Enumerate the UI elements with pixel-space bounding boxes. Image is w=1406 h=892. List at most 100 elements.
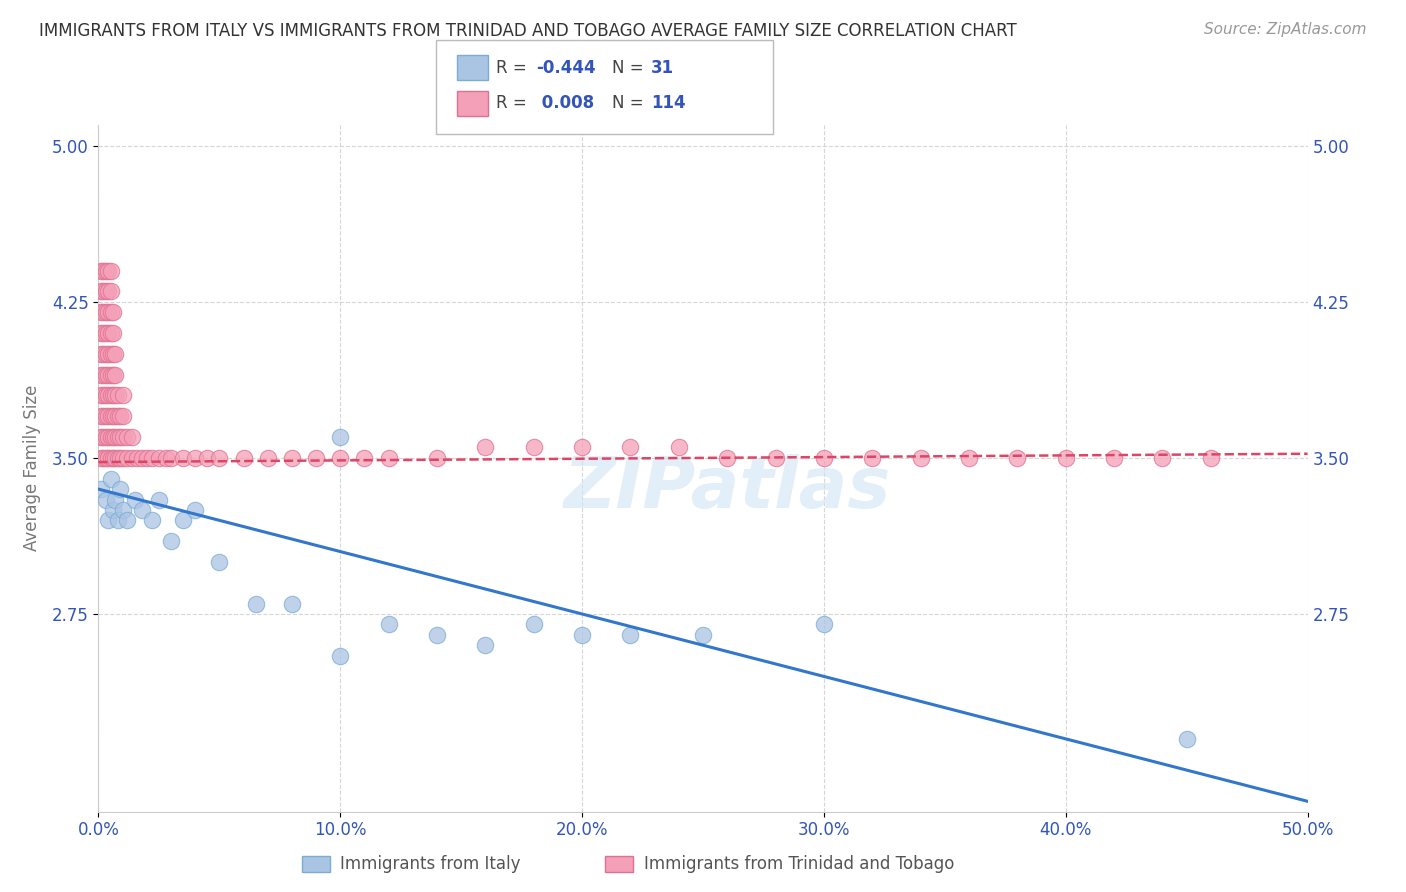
Point: [160, 450, 183, 465]
Point: [195, 450, 218, 465]
Point: [97, 430, 120, 444]
Text: 31: 31: [651, 59, 673, 77]
Point: [90, 409, 112, 424]
Point: [94, 409, 117, 424]
Point: [1175, 731, 1198, 746]
Point: [91, 368, 114, 382]
Point: [94, 326, 117, 340]
Point: [571, 441, 593, 455]
Point: [91, 285, 114, 299]
Point: [426, 450, 449, 465]
Point: [91, 347, 114, 361]
Point: [90, 263, 112, 277]
Point: [910, 450, 932, 465]
Point: [100, 472, 122, 486]
Point: [256, 450, 278, 465]
Point: [329, 648, 352, 663]
Point: [90, 285, 112, 299]
Point: [101, 347, 124, 361]
Point: [90, 368, 112, 382]
Point: [101, 305, 124, 319]
Point: [108, 430, 131, 444]
Point: [111, 450, 134, 465]
Point: [97, 513, 120, 527]
Point: [104, 347, 127, 361]
Point: [131, 450, 153, 465]
Point: [1102, 450, 1125, 465]
Text: 114: 114: [651, 95, 686, 112]
Point: [100, 285, 122, 299]
Point: [668, 441, 690, 455]
Point: [305, 450, 328, 465]
Point: [813, 450, 835, 465]
Point: [94, 285, 117, 299]
Point: [107, 513, 129, 527]
Point: [91, 388, 114, 402]
Point: [281, 597, 304, 611]
Point: [619, 628, 641, 642]
Point: [97, 347, 120, 361]
Point: [148, 492, 170, 507]
Point: [94, 263, 117, 277]
Point: [100, 388, 122, 402]
Point: [111, 430, 134, 444]
Point: [101, 368, 124, 382]
Text: N =: N =: [612, 95, 648, 112]
Point: [111, 388, 134, 402]
Point: [97, 285, 120, 299]
Point: [90, 450, 112, 465]
Point: [108, 482, 131, 496]
Point: [329, 450, 352, 465]
Point: [100, 450, 122, 465]
Text: R =: R =: [496, 95, 533, 112]
Point: [97, 388, 120, 402]
Text: -0.444: -0.444: [536, 59, 595, 77]
Point: [94, 492, 117, 507]
Point: [111, 503, 134, 517]
Point: [571, 628, 593, 642]
Point: [101, 388, 124, 402]
Point: [104, 430, 127, 444]
Point: [108, 450, 131, 465]
Point: [97, 305, 120, 319]
Point: [619, 441, 641, 455]
Point: [353, 450, 375, 465]
Point: [90, 305, 112, 319]
Point: [100, 347, 122, 361]
Point: [108, 409, 131, 424]
Point: [107, 388, 129, 402]
Text: 0.008: 0.008: [536, 95, 593, 112]
Point: [281, 450, 304, 465]
Point: [101, 450, 124, 465]
Point: [94, 368, 117, 382]
Text: N =: N =: [612, 59, 648, 77]
Point: [232, 450, 254, 465]
Point: [523, 617, 546, 632]
Point: [104, 450, 127, 465]
Text: R =: R =: [496, 59, 533, 77]
Point: [860, 450, 883, 465]
Point: [91, 409, 114, 424]
Point: [90, 388, 112, 402]
Point: [101, 430, 124, 444]
Point: [117, 513, 139, 527]
Point: [97, 368, 120, 382]
Point: [97, 450, 120, 465]
Point: [104, 388, 127, 402]
Point: [107, 430, 129, 444]
Point: [765, 450, 787, 465]
Point: [90, 430, 112, 444]
Point: [100, 409, 122, 424]
Point: [91, 263, 114, 277]
Point: [100, 368, 122, 382]
Point: [94, 430, 117, 444]
Point: [100, 326, 122, 340]
Point: [117, 430, 139, 444]
Point: [94, 388, 117, 402]
Point: [94, 450, 117, 465]
Text: IMMIGRANTS FROM ITALY VS IMMIGRANTS FROM TRINIDAD AND TOBAGO AVERAGE FAMILY SIZE: IMMIGRANTS FROM ITALY VS IMMIGRANTS FROM…: [39, 22, 1017, 40]
Point: [692, 628, 714, 642]
Point: [813, 617, 835, 632]
Point: [184, 450, 207, 465]
Point: [91, 430, 114, 444]
